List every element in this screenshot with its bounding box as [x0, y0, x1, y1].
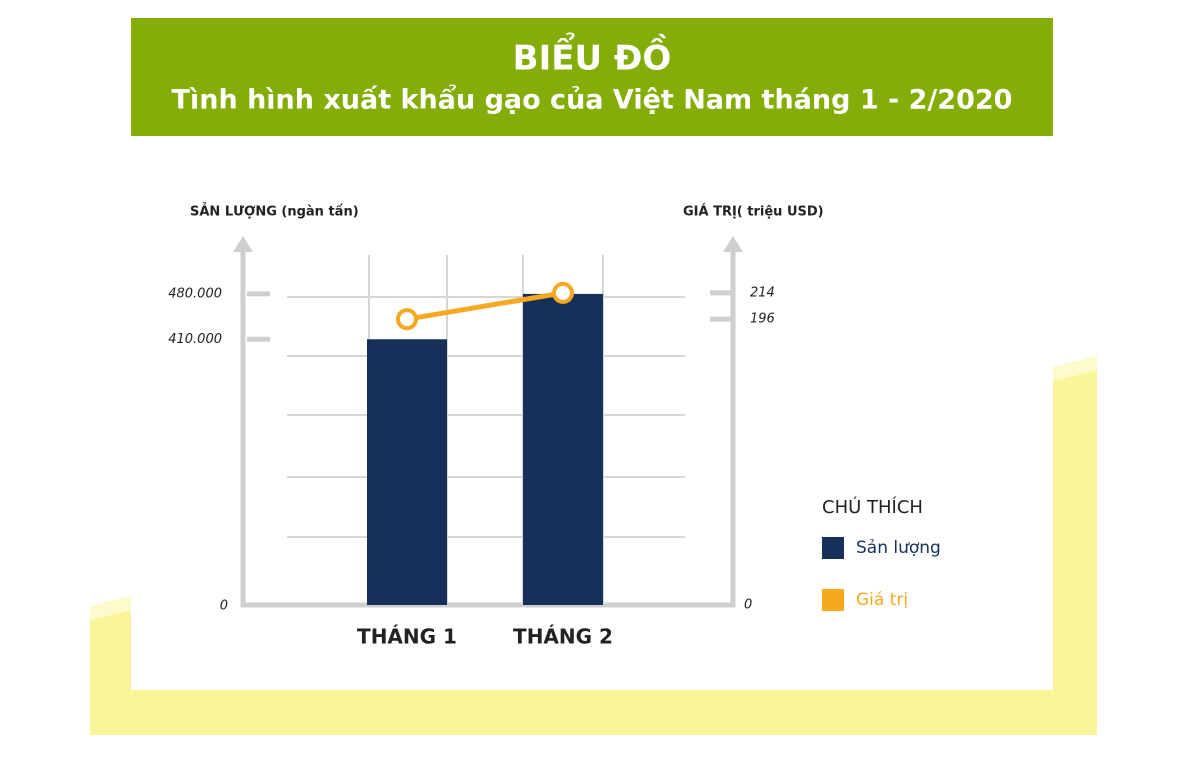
y-axis-label: SẢN LƯỢNG (ngàn tấn): [190, 203, 359, 220]
axis-arrow: [723, 236, 743, 252]
y2-axis-label: GIÁ TRỊ( triệu USD): [683, 204, 824, 220]
legend-label: Sản lượng: [856, 538, 941, 558]
x-tick-label: THÁNG 2: [513, 625, 613, 649]
legend-title: CHÚ THÍCH: [822, 496, 923, 518]
chart-subtitle: Tình hình xuất khẩu gạo của Việt Nam thá…: [172, 83, 1013, 116]
x-tick-label: THÁNG 1: [357, 625, 457, 649]
y-tick-label: 480.000: [168, 286, 222, 301]
legend-swatch: [822, 537, 844, 559]
y-tick-label: 410.000: [168, 332, 222, 347]
chart-title: BIỂU ĐỒ: [513, 33, 672, 79]
bar: [523, 293, 603, 605]
line-point: [396, 308, 418, 331]
legend-label: Giá trị: [856, 590, 908, 610]
header: [131, 18, 1053, 136]
axes: [240, 250, 736, 608]
y-tick-label: 0: [220, 599, 228, 614]
line-point: [552, 281, 574, 304]
y2-tick-label: 0: [744, 598, 752, 613]
y2-tick-label: 214: [750, 285, 775, 300]
y2-tick-label: 196: [750, 312, 775, 327]
axis-arrow: [233, 236, 253, 252]
legend-swatch: [822, 589, 844, 611]
bar: [367, 339, 447, 605]
line: [406, 290, 564, 322]
